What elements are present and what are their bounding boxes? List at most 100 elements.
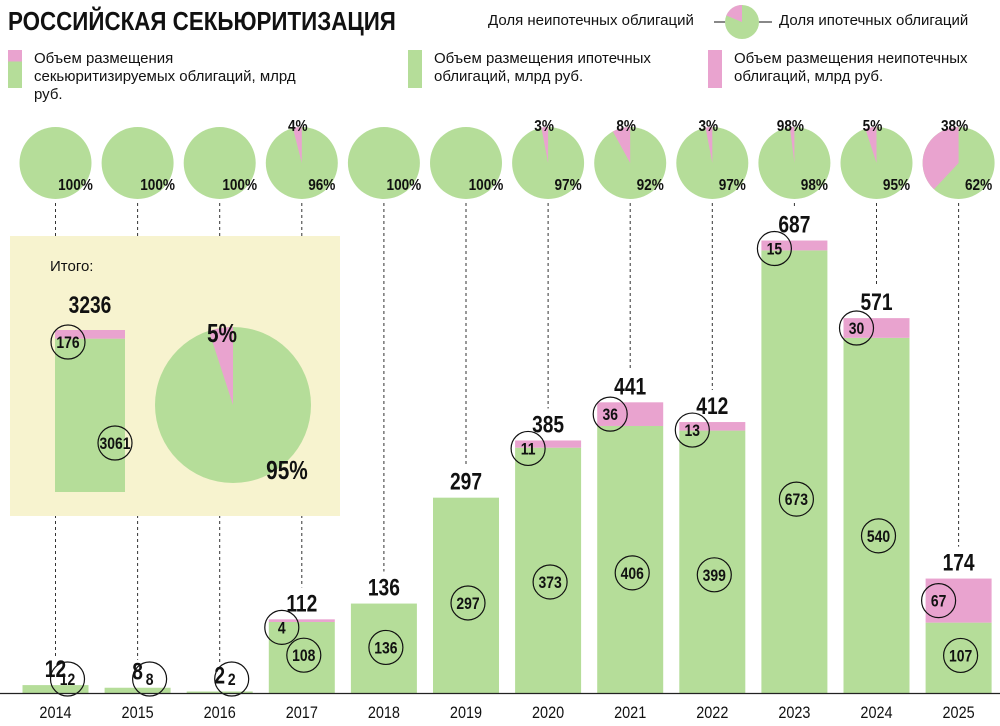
bar-mortgage-2021 xyxy=(597,425,664,693)
mortgage-label-2023: 673 xyxy=(778,481,815,517)
mortgage-label-2014: 12 xyxy=(49,661,86,697)
nonmortgage-label-2017: 4 xyxy=(264,609,300,645)
mortgage-label-2021: 406 xyxy=(614,555,650,591)
mortgage-label-2019-text: 297 xyxy=(456,595,479,614)
nonmortgage-label-2020-text: 11 xyxy=(521,440,536,459)
bar-nonmortgage-2021 xyxy=(597,402,664,426)
total-label-2015: 8 xyxy=(132,658,143,686)
total-label-2018: 136 xyxy=(368,573,400,601)
inset-mortgage-label-ring xyxy=(97,425,133,461)
pie-mortgage-label-2014: 100% xyxy=(58,177,93,194)
total-label-2023: 687 xyxy=(778,210,810,238)
mortgage-label-2022: 399 xyxy=(696,557,732,593)
pie-mortgage-label-2020: 97% xyxy=(555,177,582,194)
inset-pie-mortgage-label: 95% xyxy=(266,456,308,485)
pie-nonmortgage-label-2017: 4% xyxy=(288,118,308,135)
bar-nonmortgage-2017 xyxy=(268,619,335,622)
legend-total-label: Объем размещения секьюритизируемых облиг… xyxy=(34,50,296,103)
mortgage-label-2025-text: 107 xyxy=(949,647,972,666)
mortgage-label-2015: 8 xyxy=(132,661,168,697)
year-label-2017: 2017 xyxy=(286,704,318,722)
year-label-2014: 2014 xyxy=(39,704,71,722)
mortgage-label-2016-text: 2 xyxy=(228,671,236,690)
nonmortgage-label-2022-ring xyxy=(674,412,710,448)
pie-mortgage-label-2015: 100% xyxy=(140,177,175,194)
pie-mortgage-label-2018: 100% xyxy=(387,177,422,194)
mortgage-label-2023-text: 673 xyxy=(785,491,809,510)
bar-mortgage-2025 xyxy=(925,622,992,693)
x-axis: 2014 2015 2016 2017 2018 2019 2020 2021 2022 2023… xyxy=(0,692,1000,722)
inset-pie-nonmortgage xyxy=(208,327,233,405)
bar-mortgage-2022 xyxy=(679,430,746,693)
nonmortgage-label-2021-ring xyxy=(592,396,628,432)
pie-nonmortgage-2021 xyxy=(612,127,631,163)
year-label-2023: 2023 xyxy=(778,704,810,722)
mortgage-label-2021-text: 406 xyxy=(621,565,645,584)
nonmortgage-label-2021-text: 36 xyxy=(602,406,618,425)
pie-nonmortgage-2020 xyxy=(541,127,549,163)
mortgage-label-2018: 136 xyxy=(368,629,404,666)
year-label-2024: 2024 xyxy=(860,704,892,722)
mortgage-label-2020-text: 373 xyxy=(538,574,562,593)
mortgage-label-2021-ring xyxy=(614,555,650,591)
share-pies: 100% 100% 100% 96% 4% 100% 100% 97% 3% 92% 8% 97% 3%… xyxy=(19,118,995,199)
inset-mortgage-label: 3061 xyxy=(97,425,133,461)
mortgage-label-2016-ring xyxy=(214,661,250,697)
pie-nonmortgage-2024 xyxy=(865,127,877,163)
total-label-2022: 412 xyxy=(696,392,728,420)
pie-nonmortgage-2025 xyxy=(922,127,959,190)
nonmortgage-label-2025-ring xyxy=(920,582,957,619)
mortgage-label-2020: 373 xyxy=(532,564,568,600)
total-label-2014: 12 xyxy=(45,655,66,683)
nonmortgage-label-2020: 11 xyxy=(510,430,546,467)
nonmortgage-label-2024: 30 xyxy=(838,310,875,346)
inset-mortgage-label-text: 3061 xyxy=(100,435,131,454)
legend-nonmortgage-label: Объем размещения неипотечных облигаций, … xyxy=(734,50,968,85)
bar-mortgage-2016 xyxy=(186,691,253,693)
mortgage-label-2024-ring xyxy=(860,518,897,554)
inset-nonmortgage-label-ring xyxy=(50,324,86,360)
bar-nonmortgage-2020 xyxy=(515,440,582,448)
mortgage-label-2023-ring xyxy=(778,481,815,517)
mortgage-label-2019: 297 xyxy=(450,585,486,621)
legend-nonmortgage-swatch xyxy=(708,50,722,88)
inset-nonmortgage-label-text: 176 xyxy=(56,334,80,353)
mortgage-label-2024-text: 540 xyxy=(867,528,890,547)
pie-mortgage-label-2023: 98% xyxy=(801,177,828,194)
chart-title: РОССИЙСКАЯ СЕКЬЮРИТИЗАЦИЯ xyxy=(8,6,396,36)
total-label-2025: 174 xyxy=(943,548,975,576)
mortgage-label-2018-text: 136 xyxy=(374,639,398,658)
year-label-2022: 2022 xyxy=(696,704,728,722)
pie-nonmortgage-label-2024: 5% xyxy=(863,118,883,135)
bar-mortgage-2017 xyxy=(268,621,335,693)
total-label-2020: 385 xyxy=(532,410,564,438)
total-label-2016: 2 xyxy=(214,661,225,689)
mortgage-label-2025: 107 xyxy=(942,637,979,674)
total-label-2017: 112 xyxy=(286,589,317,617)
mortgage-label-2015-ring xyxy=(132,661,168,697)
bar-nonmortgage-2023 xyxy=(761,240,828,251)
inset-total-label: 3236 xyxy=(69,291,112,319)
year-label-2019: 2019 xyxy=(450,704,482,722)
pie-legend-mortgage: Доля ипотечных облигаций xyxy=(779,12,969,29)
pie-mortgage-2018 xyxy=(347,127,420,199)
bar-nonmortgage-2024 xyxy=(843,318,910,338)
mortgage-label-2025-ring xyxy=(942,637,979,674)
pie-nonmortgage-2023 xyxy=(789,126,795,163)
pie-mortgage-label-2019: 100% xyxy=(469,177,504,194)
pie-mortgage-label-2024: 95% xyxy=(883,177,910,194)
mortgage-label-2018-ring xyxy=(368,629,404,666)
legend-mortgage-label: Объем размещения ипотечных облигаций, мл… xyxy=(434,50,651,85)
pie-mortgage-label-2016: 100% xyxy=(222,177,257,194)
nonmortgage-label-2023-text: 15 xyxy=(767,240,783,259)
pie-mortgage-label-2021: 92% xyxy=(637,177,664,194)
pie-mortgage-label-2022: 97% xyxy=(719,177,746,194)
nonmortgage-label-2021: 36 xyxy=(592,396,628,432)
mortgage-label-2017-text: 108 xyxy=(292,647,316,666)
pie-mortgage-2014 xyxy=(19,127,92,199)
inset-total-panel: Итого: 3236 176 3061 5% 95% xyxy=(10,236,340,516)
nonmortgage-label-2023-ring xyxy=(756,230,793,267)
legend-total-swatch xyxy=(8,50,22,88)
